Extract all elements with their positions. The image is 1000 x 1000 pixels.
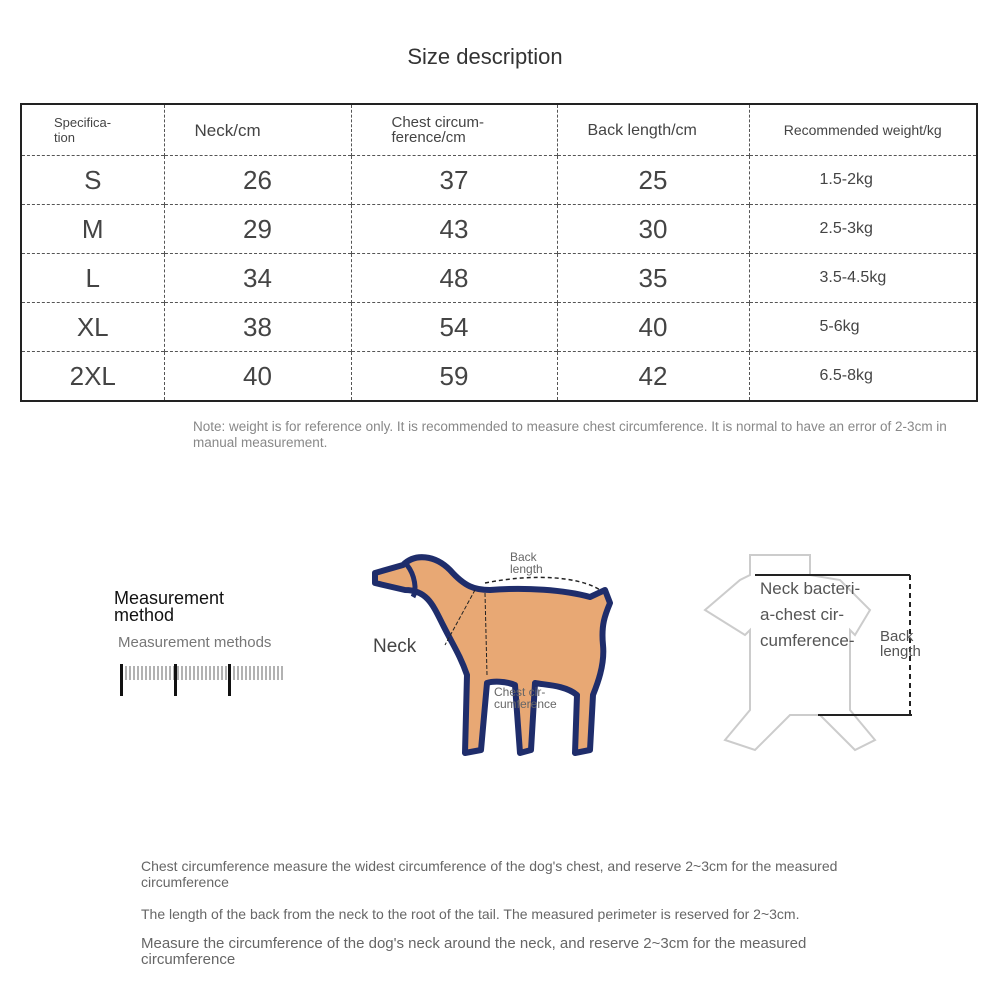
header-spec: Specifica- tion [54,115,112,145]
measurement-subheading: Measurement methods [118,634,272,651]
size-cell: M [21,204,164,254]
table-row: L 34 48 35 3.5-4.5kg [21,253,977,303]
note-text: Note: weight is for reference only. It i… [193,419,947,450]
table-row: 2XL 40 59 42 6.5-8kg [21,351,977,401]
back-line [484,576,601,591]
dog-body [372,554,613,756]
back-cell: 25 [556,155,749,205]
neck-cell: 26 [163,155,351,205]
back-cell: 35 [556,253,749,303]
instruction-back: The length of the back from the neck to … [141,906,800,922]
garment-neck-chest-label: Neck bacteri- a-chest cir- cumference- [760,579,861,650]
header-weight: Recommended weight/kg [748,104,977,156]
neck-cell: 40 [163,351,351,401]
size-cell: L [21,253,164,303]
size-cell: 2XL [21,351,164,401]
garment-back-label: Back length [880,628,921,660]
chest-cell: 37 [350,155,557,205]
weight-cell: 5-6kg [748,302,977,352]
weight-cell: 6.5-8kg [748,351,977,401]
instruction-chest: Chest circumference measure the widest c… [141,858,838,890]
chest-line [484,592,488,676]
back-cell: 30 [556,204,749,254]
back-cell: 40 [556,302,749,352]
neck-cell: 29 [163,204,351,254]
weight-cell: 3.5-4.5kg [748,253,977,303]
table-row: XL 38 54 40 5-6kg [21,302,977,352]
table-row: S 26 37 25 1.5-2kg [21,155,977,205]
neck-cell: 38 [163,302,351,352]
size-table: Specifica- tion Neck/cm Chest circum- fe… [20,103,978,402]
header-chest: Chest circum- ference/cm [350,104,557,156]
neck-line [444,589,476,646]
dog-ear [404,563,418,599]
size-cell: XL [21,302,164,352]
instruction-neck: Measure the circumference of the dog's n… [141,935,807,968]
page-title: Size description [407,44,563,69]
weight-cell: 2.5-3kg [748,204,977,254]
neck-cell: 34 [163,253,351,303]
dog-back-label: Back length [510,550,543,576]
measurement-heading: Measurement method [114,588,225,625]
size-cell: S [21,155,164,205]
header-neck: Neck/cm [163,104,351,156]
ruler-icon [120,664,283,696]
header-back: Back length/cm [556,104,749,156]
chest-cell: 43 [350,204,557,254]
garment-illustration [703,554,912,752]
chest-cell: 54 [350,302,557,352]
weight-cell: 1.5-2kg [748,155,977,205]
dog-illustration [372,554,613,756]
table-header-row: Specifica- tion Neck/cm Chest circum- fe… [21,104,977,156]
dog-neck-label: Neck [373,636,417,657]
dog-chest-label: Chest cir- cumference [494,685,557,711]
chest-cell: 48 [350,253,557,303]
table-row: M 29 43 30 2.5-3kg [21,204,977,254]
back-cell: 42 [556,351,749,401]
chest-cell: 59 [350,351,557,401]
